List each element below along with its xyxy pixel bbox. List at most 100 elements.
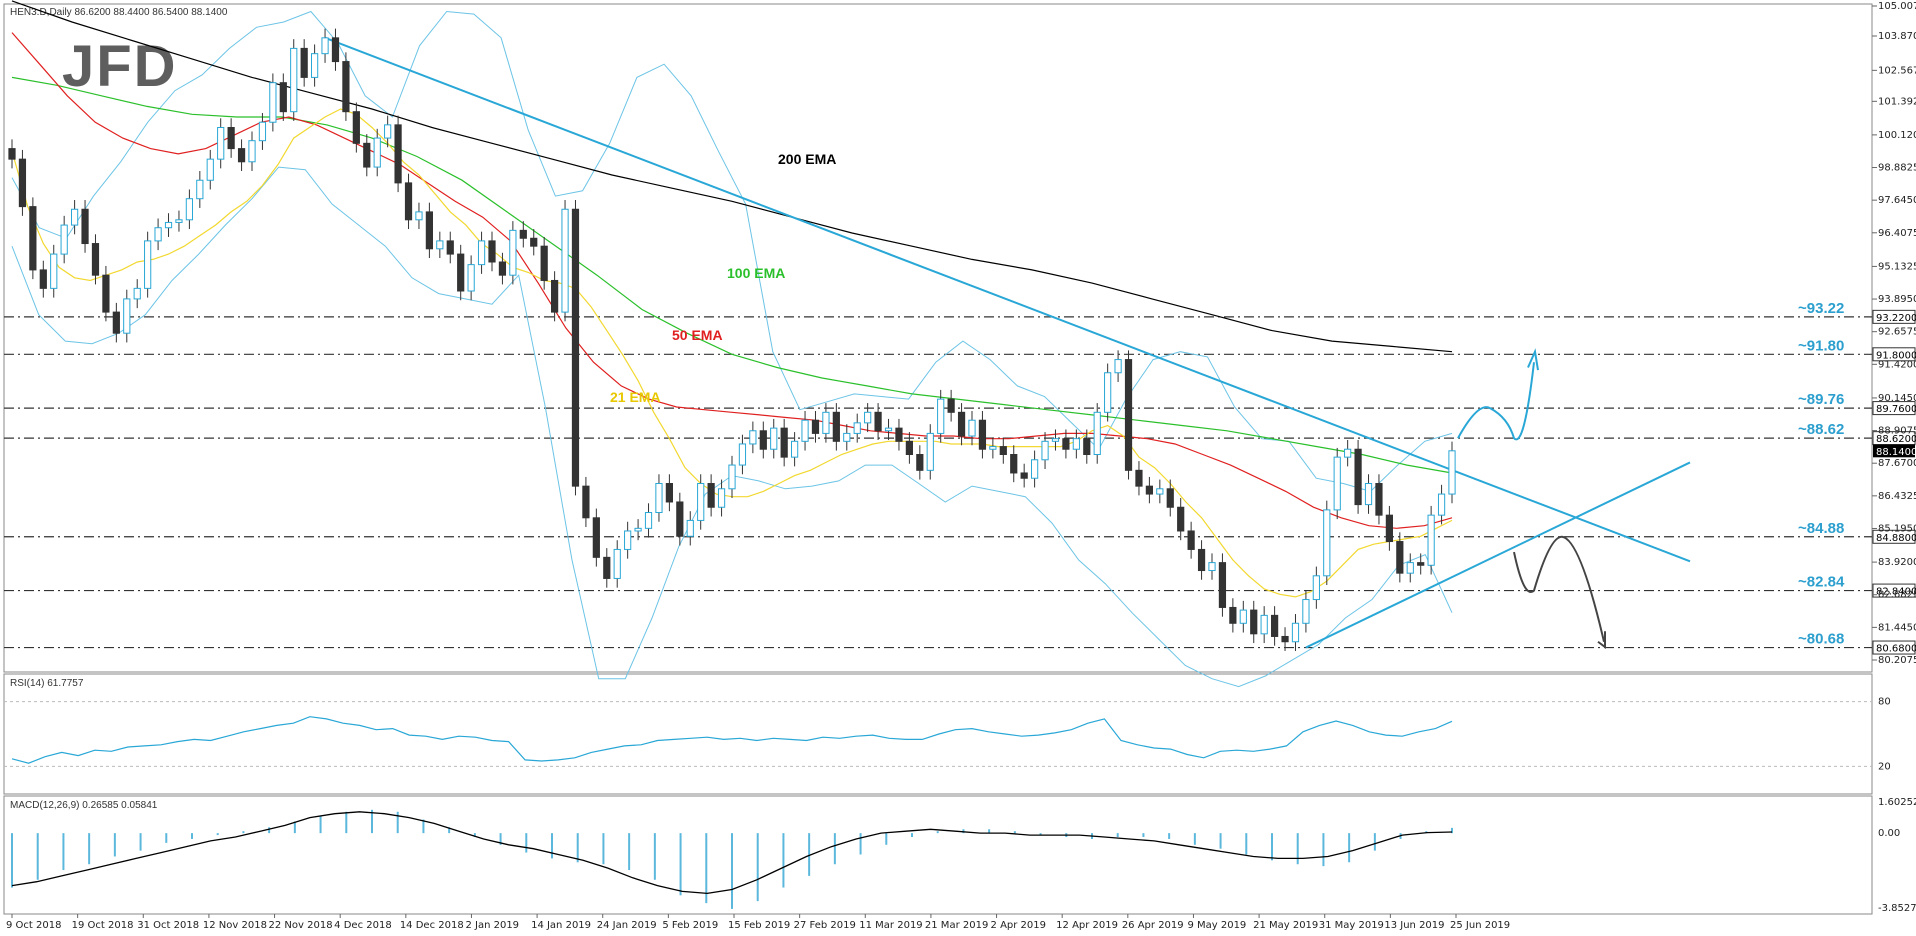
candle-body [1041,440,1049,461]
candle-body [843,432,851,442]
rsi-axis-label: 80 [1878,697,1891,708]
price-axis-label: 105.0075 [1878,1,1916,12]
candle-body [1417,562,1425,566]
candle-body [697,483,705,521]
candle-body [1010,454,1018,474]
candle-body [853,422,861,434]
candle-body [905,440,913,456]
candle-body [1239,609,1247,624]
candle-body [592,517,600,558]
rsi-line [11,716,1453,764]
rsi-panel[interactable] [3,673,1873,795]
candle-body [477,240,486,266]
candle-body [1166,488,1174,508]
macd-panel-header: MACD(12,26,9) 0.26585 0.05841 [10,800,158,811]
candle-body [895,427,903,442]
candle-body [206,158,214,181]
level-price-text: 88.6200 [1876,434,1916,445]
candle-body [164,221,173,229]
candle-body [81,208,89,245]
candle-body [1437,493,1446,516]
candle-body [1271,614,1279,637]
candle-body [957,411,966,437]
trendlines [324,36,1691,649]
candle-body [884,427,893,432]
candle-body [1218,562,1227,608]
candle-body [446,240,454,255]
candle-body [112,311,120,334]
level-price-box [1872,347,1916,362]
price-axis-label: 100.1200 [1878,130,1916,141]
candle-body [1208,562,1216,572]
candle-body [436,240,444,250]
candle-body [185,198,193,221]
candle-body [133,287,141,300]
price-axis-label: 91.4200 [1878,359,1916,370]
candle-body [1177,506,1185,532]
date-axis-label: 21 Mar 2019 [925,920,988,931]
candle-body [665,483,673,503]
bullish-arrowhead [1527,348,1539,371]
candle-body [467,264,475,292]
level-price-box [1872,529,1916,544]
level-price-box [1872,583,1916,598]
candle-body [1156,488,1164,495]
candle-body [71,208,79,226]
candle-body [655,483,663,514]
level-price-text: 93.2200 [1876,313,1916,324]
candle-body [384,124,392,139]
candle-body [634,527,642,532]
date-axis-label: 2 Apr 2019 [991,920,1046,931]
level-price-text: 82.8400 [1876,587,1916,598]
price-axis-label: 80.2075 [1878,655,1916,666]
level-price-box [1872,640,1916,655]
candle-body [1197,548,1206,572]
date-axis-label: 9 May 2019 [1187,920,1246,931]
candle-body [644,512,653,529]
macd-panel[interactable] [3,795,1873,915]
candle-body [509,229,517,276]
candle-body [791,440,799,458]
bearish-projection-path [1513,535,1605,642]
ema-50-line [11,32,1453,529]
level-label: ~93.22 [1798,300,1844,317]
candle-body [530,237,538,247]
date-axis-label: 27 Feb 2019 [794,920,856,931]
price-axis-label: 86.4325 [1878,491,1916,502]
candle-body [1364,483,1373,506]
candle-body [248,140,256,163]
date-axis-label: 21 May 2019 [1253,920,1318,931]
level-price-text: 89.7600 [1876,404,1916,415]
price-axis-label: 98.8825 [1878,163,1916,174]
bollinger-upper [11,10,1453,492]
candle-body [1333,456,1341,511]
date-axis-label: 4 Dec 2018 [334,920,392,931]
candle-body [1281,635,1289,643]
candle-body [1260,614,1268,635]
candle-body [561,208,569,313]
date-axis-label: 24 Jan 2019 [597,920,657,931]
price-axis-label: 87.6700 [1878,458,1916,469]
candle-body [728,464,736,490]
candle-body [707,483,715,508]
rsi-axis-label: 20 [1878,761,1891,772]
price-axis-label: 97.6450 [1878,195,1916,206]
ascending-trendline [1305,461,1691,649]
candle-body [1145,485,1153,495]
price-panel[interactable] [3,3,1873,673]
candle-body [394,124,402,184]
candle-body [217,127,225,160]
ema-labels: 200 EMA 100 EMA 50 EMA 21 EMA [610,151,836,405]
candle-body [937,398,945,434]
candle-body [91,243,100,276]
candle-body [1135,469,1143,487]
candle-body [342,61,350,113]
date-axis-label: 31 Oct 2018 [137,920,199,931]
candle-body [1291,622,1300,643]
candle-body [874,411,882,432]
candle-body [1250,609,1258,635]
candle-body [1448,450,1456,495]
level-label: ~80.68 [1798,631,1844,648]
current-price-text: 88.1400 [1876,447,1916,458]
